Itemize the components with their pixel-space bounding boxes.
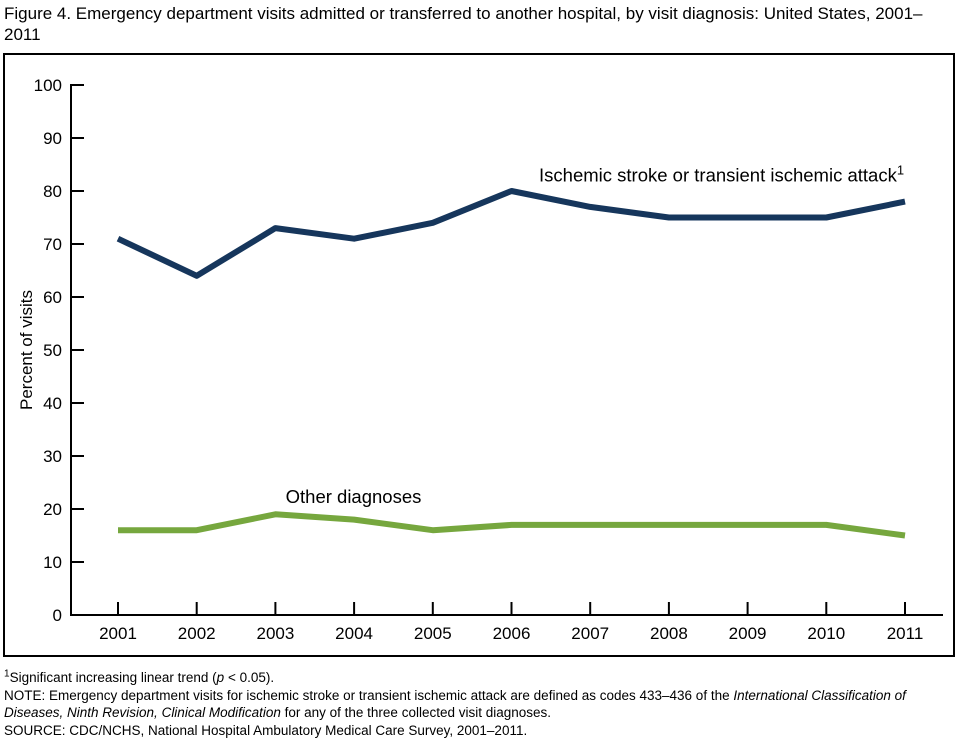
footnote-text: Significant increasing linear trend ( xyxy=(10,670,217,685)
y-tick-label: 90 xyxy=(43,129,62,148)
y-tick-label: 100 xyxy=(34,76,62,95)
x-tick-label: 2007 xyxy=(571,624,609,643)
y-tick-label: 60 xyxy=(43,288,62,307)
series-line-other-diagnoses xyxy=(118,514,905,535)
x-tick-label: 2004 xyxy=(335,624,373,643)
series-label-ischemic-stroke-or-transient-ischemic-attack: Ischemic stroke or transient ischemic at… xyxy=(539,162,904,185)
y-tick-label: 0 xyxy=(53,606,62,625)
y-tick-label: 40 xyxy=(43,394,62,413)
x-tick-label: 2001 xyxy=(99,624,137,643)
footnote-line: NOTE: Emergency department visits for is… xyxy=(4,687,954,722)
x-tick-label: 2003 xyxy=(256,624,294,643)
y-tick-label: 50 xyxy=(43,341,62,360)
footnote-line: SOURCE: CDC/NCHS, National Hospital Ambu… xyxy=(4,722,954,739)
footnote-line: 1Significant increasing linear trend (p … xyxy=(4,669,954,687)
x-tick-label: 2011 xyxy=(887,624,924,643)
series-line-ischemic-stroke-or-transient-ischemic-attack xyxy=(118,191,905,276)
x-tick-label: 2006 xyxy=(493,624,531,643)
footnotes: 1Significant increasing linear trend (p … xyxy=(4,669,954,739)
x-tick-label: 2008 xyxy=(650,624,688,643)
y-tick-label: 10 xyxy=(43,553,62,572)
x-tick-label: 2009 xyxy=(729,624,767,643)
footnote-text: < 0.05). xyxy=(224,670,274,685)
y-tick-label: 80 xyxy=(43,182,62,201)
line-chart: 0 10 20 30 40 50 60 70 80 90 100 2001 2002 2003 2004 20… xyxy=(5,55,953,655)
footnote-text: for any of the three collected visit dia… xyxy=(281,705,551,720)
chart-frame: 0 10 20 30 40 50 60 70 80 90 100 2001 2002 2003 2004 20… xyxy=(3,53,955,657)
y-axis-title: Percent of visits xyxy=(17,290,36,410)
x-tick-label: 2010 xyxy=(807,624,845,643)
y-tick-label: 20 xyxy=(43,500,62,519)
footnote-text: NOTE: Emergency department visits for is… xyxy=(4,688,733,703)
x-tick-label: 2002 xyxy=(178,624,216,643)
y-tick-label: 30 xyxy=(43,447,62,466)
figure-title: Figure 4. Emergency department visits ad… xyxy=(4,3,950,45)
y-tick-label: 70 xyxy=(43,235,62,254)
x-tick-label: 2005 xyxy=(414,624,452,643)
footnote-text: SOURCE: CDC/NCHS, National Hospital Ambu… xyxy=(4,723,527,738)
series-label-other-diagnoses: Other diagnoses xyxy=(286,486,422,507)
